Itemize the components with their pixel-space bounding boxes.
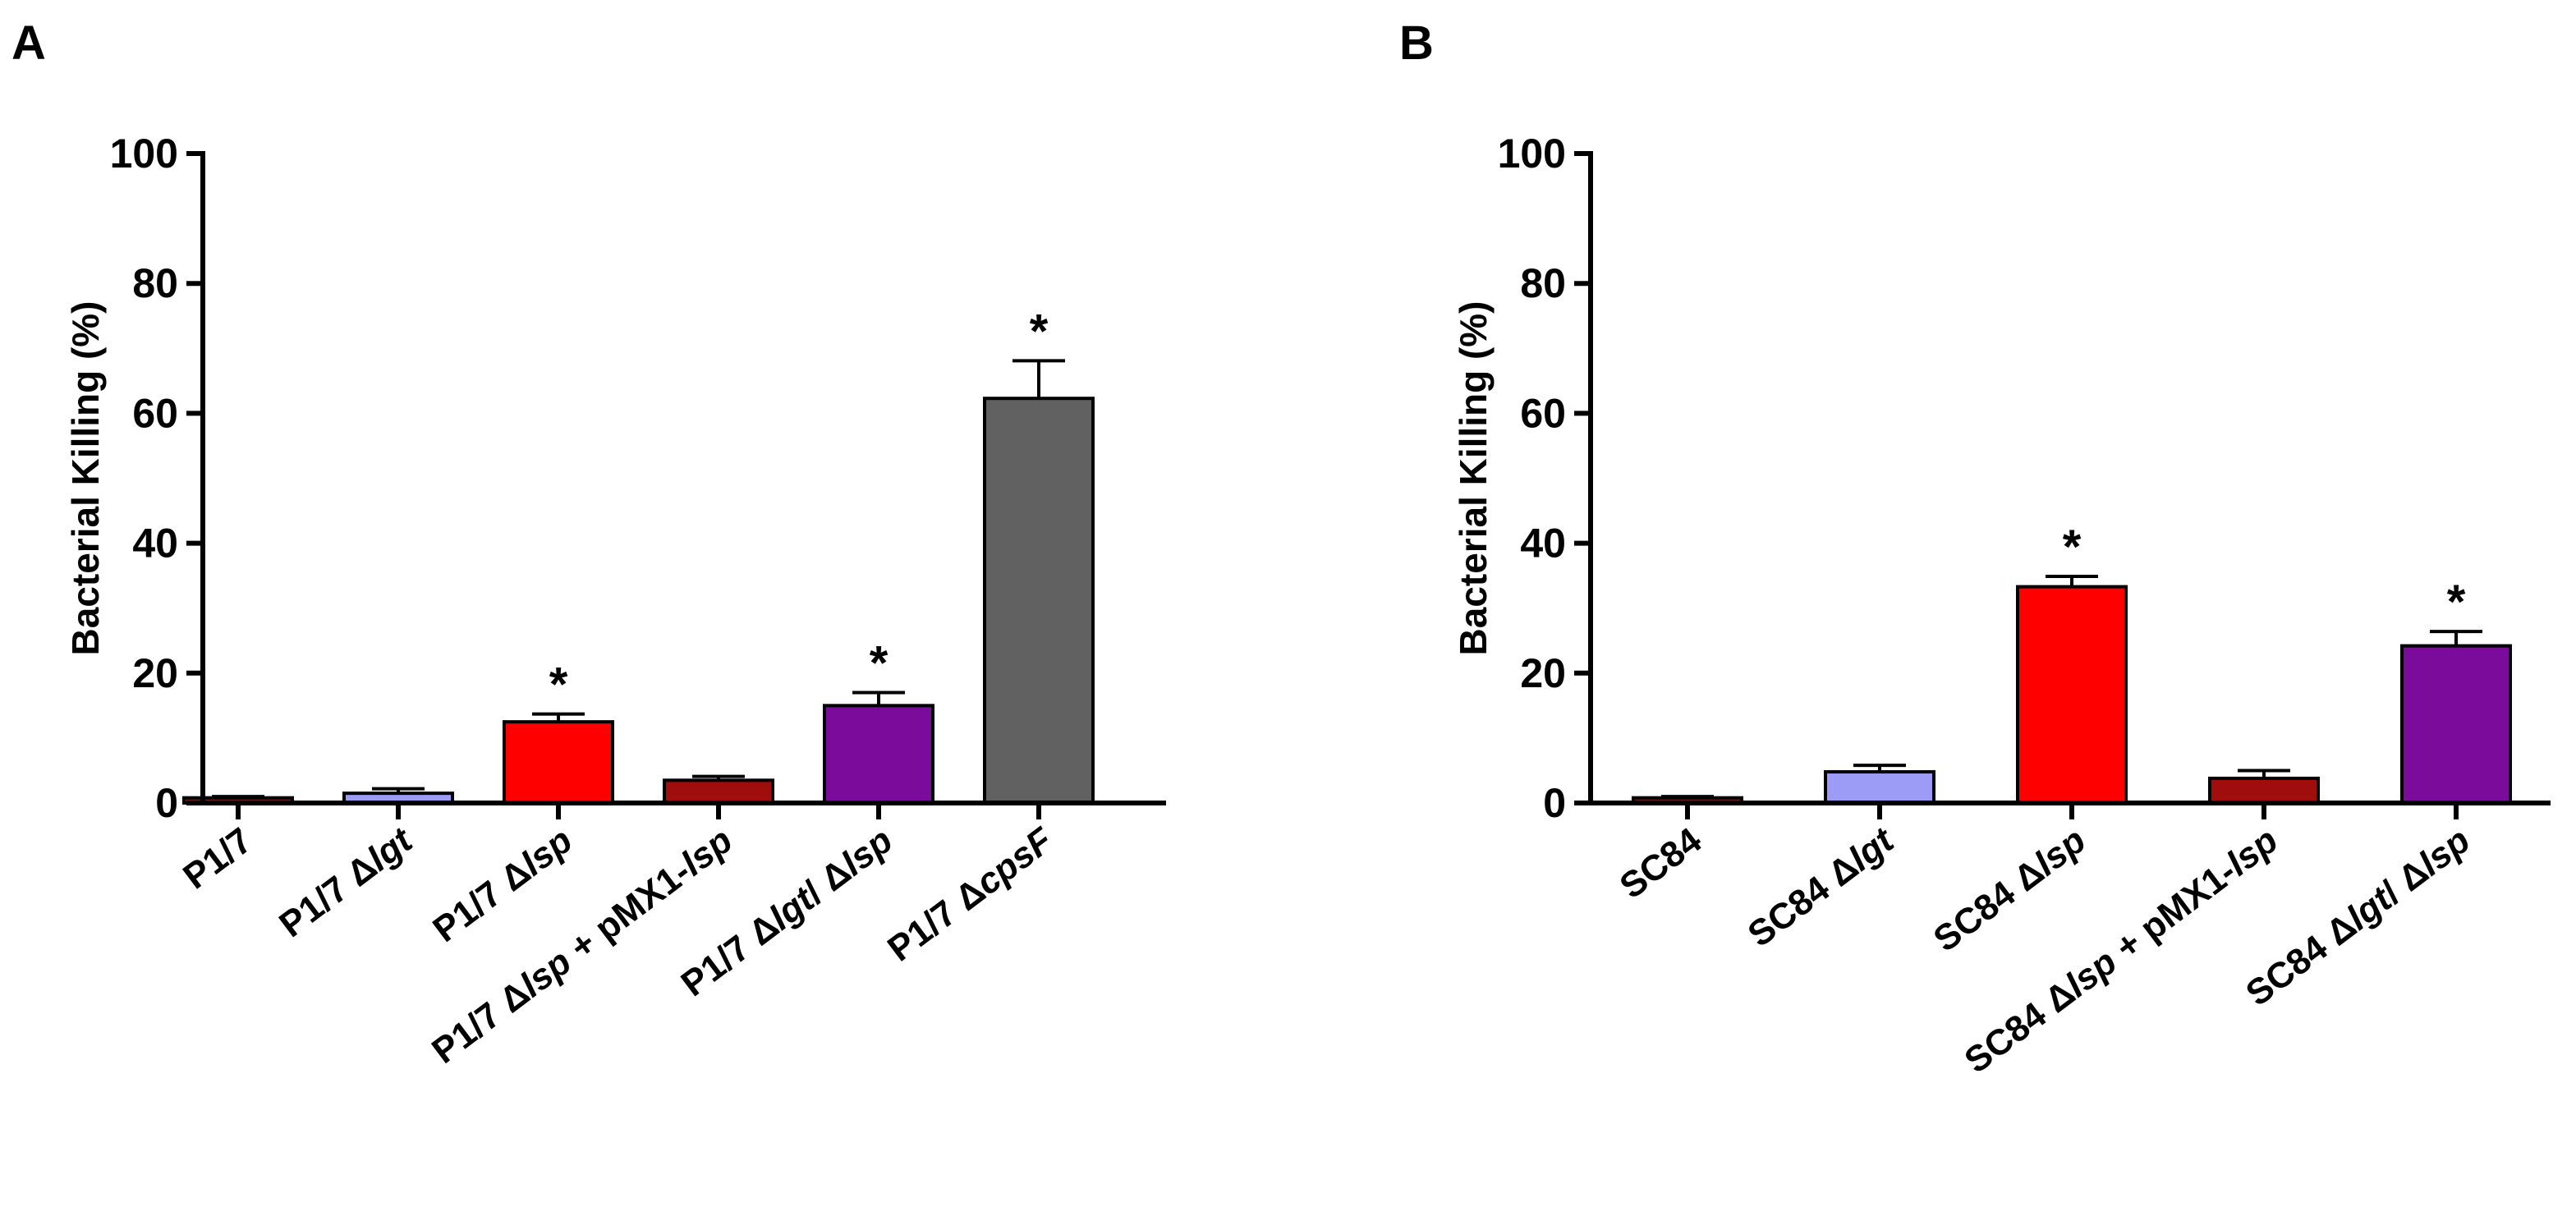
bar [663,778,774,805]
y-tick-label: 80 [1520,260,1566,306]
x-tick-label: P1/7 ΔcpsF [880,819,1061,969]
y-axis-label: Bacterial Killing (%) [64,301,107,656]
x-tick-label-part: SC84 Δ [2239,906,2363,1014]
x-tick-label-part: SC84 Δ [1958,973,2082,1081]
y-tick-label: 40 [1520,521,1566,567]
x-tick-label-part: cpsF [969,819,1061,903]
panel-letter: A [11,16,46,70]
significance-marker: * [2447,576,2466,629]
x-tick-label: SC84 Δlsp [1926,820,2093,960]
x-tick-label: P1/7 Δlsp [425,820,580,950]
x-tick-label-part: P1/7 Δ [272,847,384,945]
y-tick-label: 0 [1543,780,1566,826]
x-tick-label-part: P1/7 Δ [674,906,787,1004]
significance-marker: * [549,658,568,712]
y-tick-label: 60 [1520,390,1566,436]
y-tick-label: 100 [110,131,178,177]
y-tick-label: 80 [132,260,178,306]
x-tick-label: P1/7 Δlsp + pMX1-lsp [425,820,740,1071]
y-axis-label: Bacterial Killing (%) [1452,301,1495,656]
chart-panel-B: B Bacterial Killing (%) * * 0 20 40 60 80 100 SC84… [1399,16,2551,1081]
bar [2208,776,2320,805]
significance-marker: * [2063,521,2082,574]
x-tick-label-part: P1/7 Δ [880,871,993,970]
significance-marker: * [870,637,889,691]
panel-letter: B [1399,16,1434,70]
x-tick-label: SC84 [1613,820,1710,907]
bar [823,704,934,805]
x-tick-label: SC84 Δlsp + pMX1-lsp [1958,820,2285,1081]
x-tick-label-part: P1/7 Δ [425,973,537,1071]
x-tick-label: P1/7 [176,820,259,897]
bar [503,720,614,805]
x-tick-label-part: SC84 Δ [1926,851,2051,960]
y-tick-label: 40 [132,521,178,567]
x-tick-label-part: P1/7 Δ [425,851,538,950]
x-tick-label-part: + pMX1- [2100,851,2243,974]
x-tick-label-part: + pMX1- [554,851,698,974]
y-tick-label: 20 [132,650,178,696]
x-tick-label: P1/7 Δlgt [272,819,421,945]
y-tick-label: 20 [1520,650,1566,696]
x-tick-label-part: SC84 Δ [1741,847,1866,955]
x-tick-label-part: SC84 [1613,820,1710,907]
bar [2400,644,2512,805]
significance-marker: * [1030,305,1049,358]
x-tick-label: SC84 Δlgt [1741,819,1903,955]
bar [983,397,1095,805]
chart-panel-A: A Bacterial Killing (%) * * * 0 20 40 60 80 100 P1/… [11,16,1166,1071]
x-tick-label-part: P1/7 [176,820,259,897]
bar [1824,770,1935,805]
bar [2016,585,2128,805]
y-tick-label: 100 [1498,131,1566,177]
y-tick-label: 0 [155,780,178,826]
y-tick-label: 60 [132,390,178,436]
